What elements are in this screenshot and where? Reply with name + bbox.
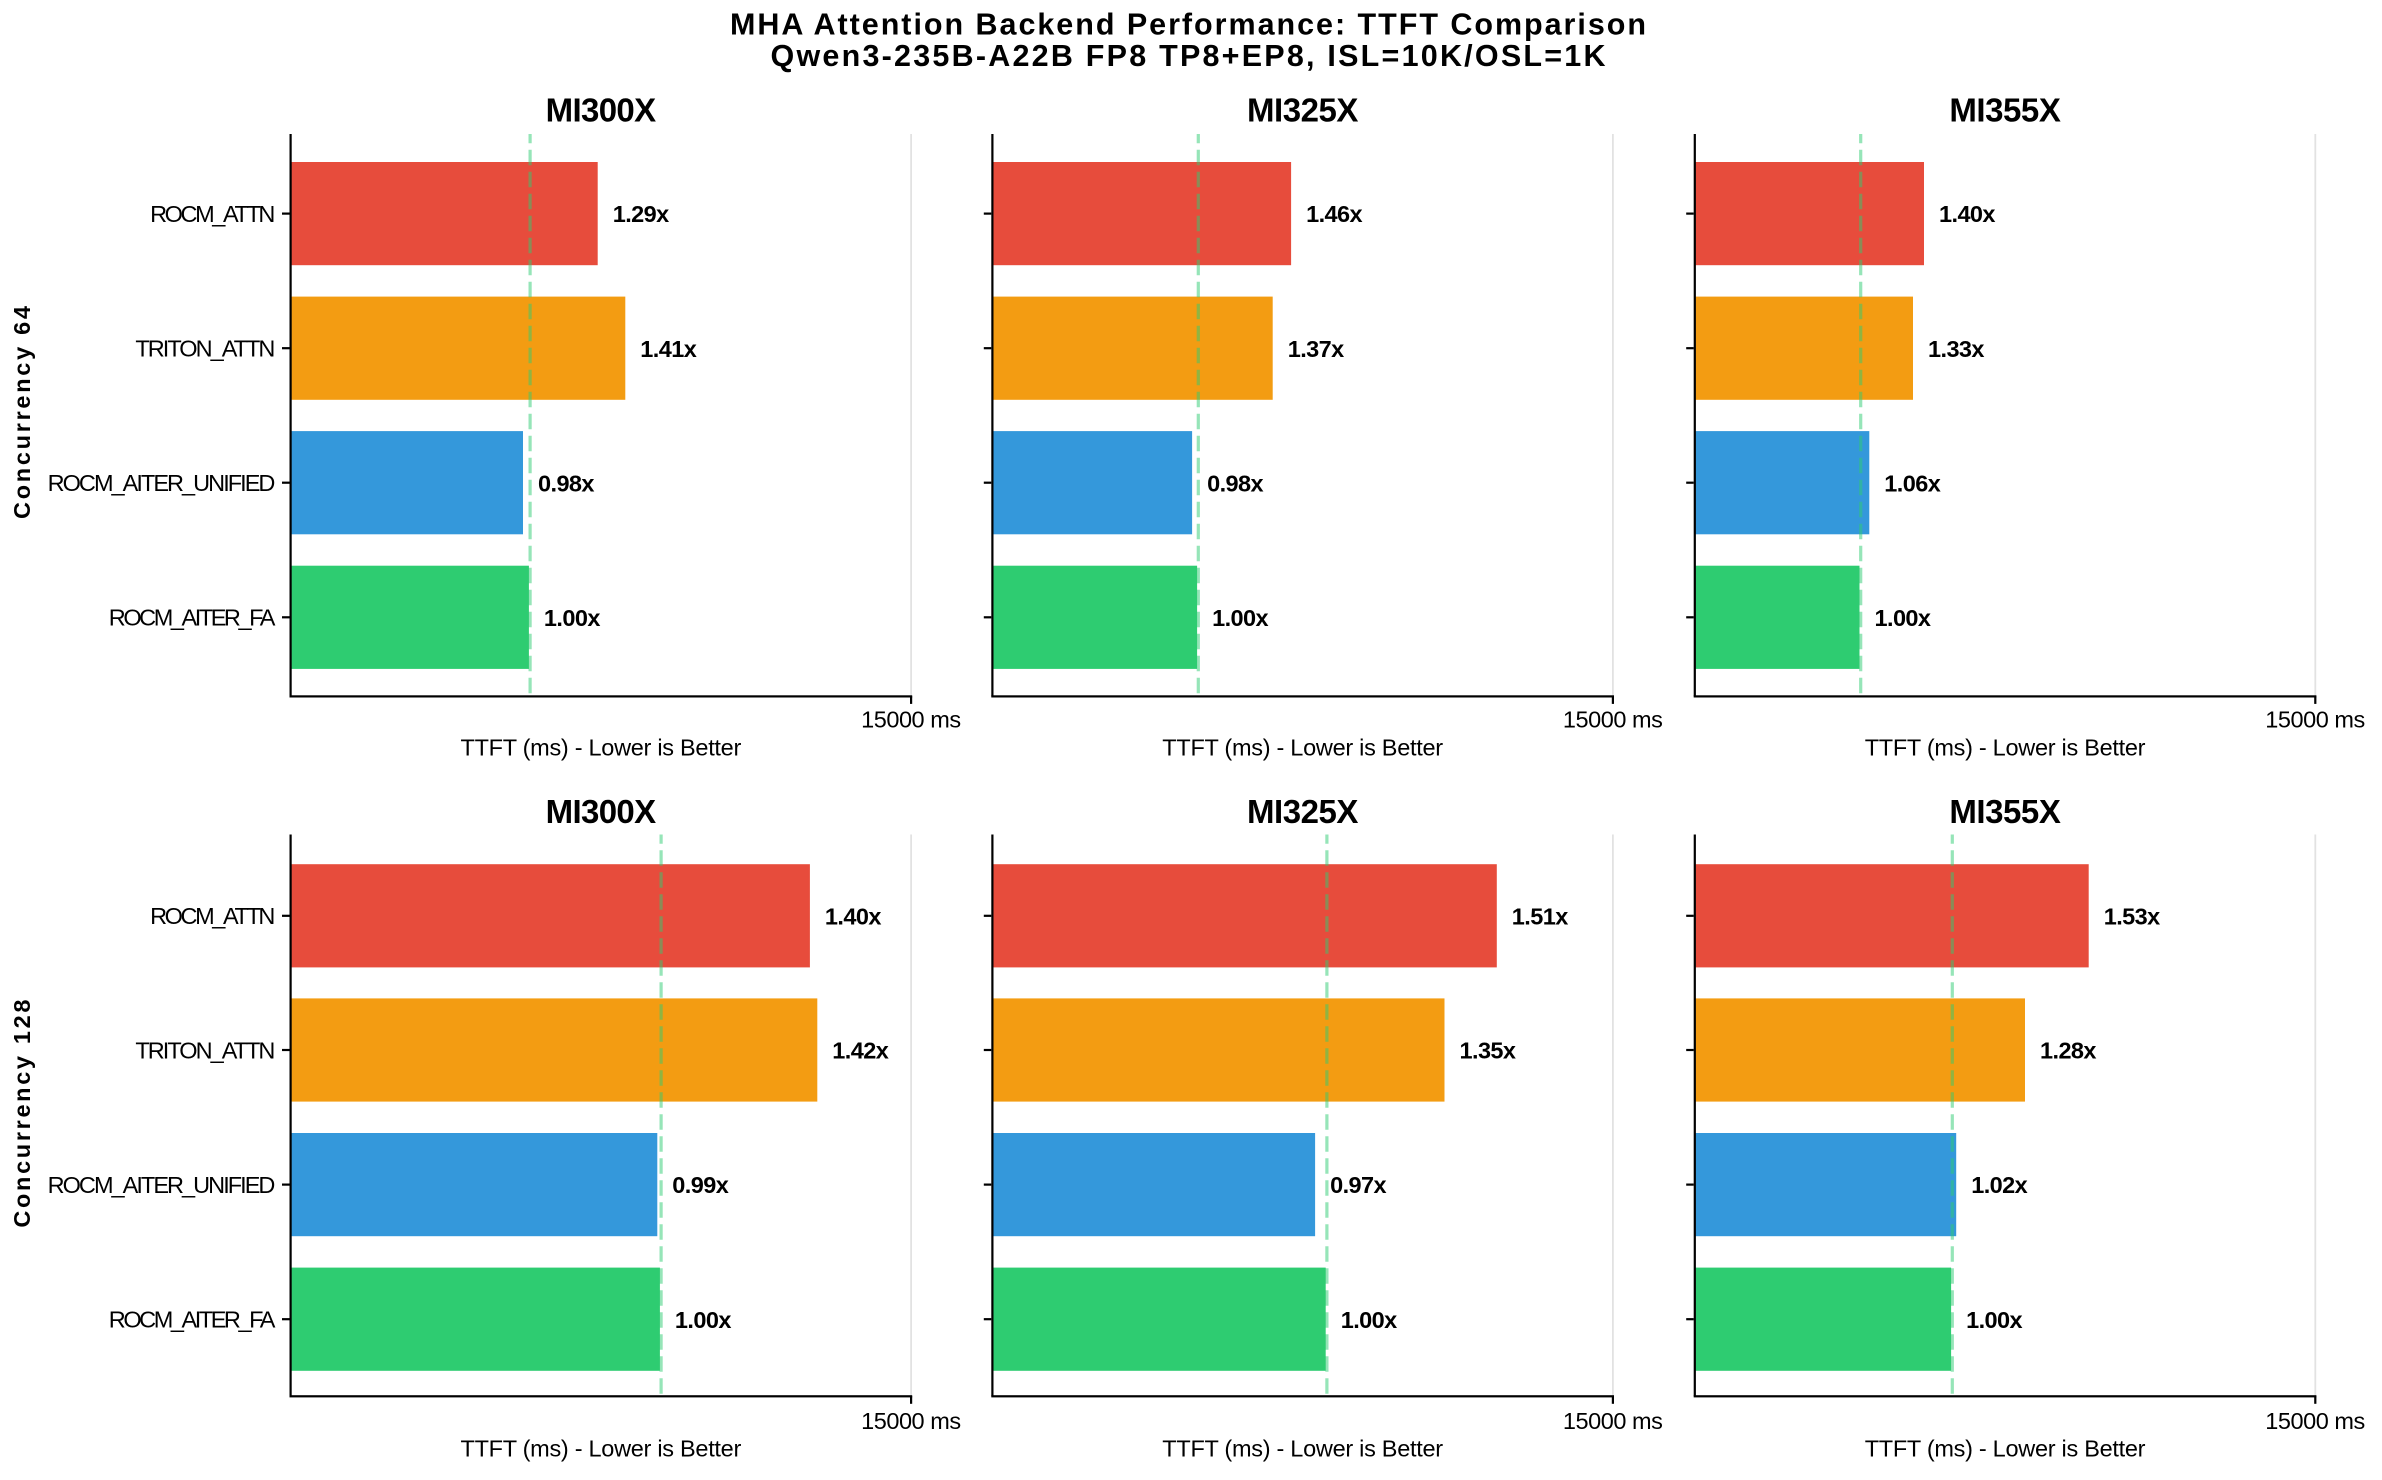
- svg-text:ROCM_ATTN: ROCM_ATTN: [150, 201, 275, 227]
- svg-text:1.37x: 1.37x: [1288, 336, 1345, 362]
- svg-text:1.41x: 1.41x: [640, 336, 697, 362]
- svg-text:TRITON_ATTN: TRITON_ATTN: [135, 1037, 275, 1063]
- svg-text:Qwen3-235B-A22B FP8 TP8+EP8, I: Qwen3-235B-A22B FP8 TP8+EP8, ISL=10K/OSL…: [771, 39, 1606, 73]
- svg-text:MI300X: MI300X: [546, 92, 657, 129]
- svg-text:1.46x: 1.46x: [1306, 201, 1363, 227]
- svg-text:ROCM_ATTN: ROCM_ATTN: [150, 903, 275, 929]
- svg-text:15000 ms: 15000 ms: [1563, 707, 1663, 733]
- svg-text:0.98x: 0.98x: [538, 470, 595, 496]
- svg-text:1.06x: 1.06x: [1884, 470, 1941, 496]
- svg-text:TTFT (ms) - Lower is Better: TTFT (ms) - Lower is Better: [461, 735, 742, 761]
- svg-text:0.97x: 0.97x: [1330, 1172, 1387, 1198]
- svg-text:1.51x: 1.51x: [1512, 903, 1569, 929]
- svg-text:ROCM_AITER_UNIFIED: ROCM_AITER_UNIFIED: [48, 470, 276, 496]
- svg-text:1.00x: 1.00x: [675, 1307, 732, 1333]
- svg-text:Concurrency 128: Concurrency 128: [9, 1000, 35, 1228]
- svg-text:Concurrency 64: Concurrency 64: [9, 306, 35, 519]
- svg-text:TRITON_ATTN: TRITON_ATTN: [135, 336, 275, 362]
- svg-text:0.99x: 0.99x: [672, 1172, 729, 1198]
- svg-text:MI355X: MI355X: [1949, 92, 2061, 129]
- svg-text:1.53x: 1.53x: [2104, 903, 2161, 929]
- svg-text:1.00x: 1.00x: [544, 605, 601, 631]
- svg-text:TTFT (ms) - Lower is Better: TTFT (ms) - Lower is Better: [1162, 735, 1443, 761]
- svg-text:TTFT (ms) - Lower is Better: TTFT (ms) - Lower is Better: [461, 1436, 742, 1462]
- svg-text:MI325X: MI325X: [1247, 793, 1359, 830]
- svg-text:1.02x: 1.02x: [1971, 1172, 2028, 1198]
- svg-text:ROCM_AITER_FA: ROCM_AITER_FA: [109, 1307, 276, 1333]
- svg-text:TTFT (ms) - Lower is Better: TTFT (ms) - Lower is Better: [1865, 1436, 2146, 1462]
- svg-text:TTFT (ms) - Lower is Better: TTFT (ms) - Lower is Better: [1865, 735, 2146, 761]
- svg-text:ROCM_AITER_FA: ROCM_AITER_FA: [109, 605, 276, 631]
- svg-text:1.29x: 1.29x: [613, 201, 670, 227]
- svg-text:MHA Attention Backend Performa: MHA Attention Backend Performance: TTFT …: [730, 7, 1646, 41]
- svg-text:15000 ms: 15000 ms: [2265, 707, 2365, 733]
- svg-text:ROCM_AITER_UNIFIED: ROCM_AITER_UNIFIED: [48, 1172, 276, 1198]
- svg-text:1.33x: 1.33x: [1928, 336, 1985, 362]
- svg-text:1.42x: 1.42x: [832, 1038, 889, 1064]
- svg-text:MI300X: MI300X: [546, 793, 657, 830]
- svg-text:15000 ms: 15000 ms: [1563, 1408, 1663, 1434]
- svg-text:TTFT (ms) - Lower is Better: TTFT (ms) - Lower is Better: [1162, 1436, 1443, 1462]
- svg-text:MI325X: MI325X: [1247, 92, 1359, 129]
- svg-text:1.28x: 1.28x: [2040, 1038, 2097, 1064]
- svg-text:15000 ms: 15000 ms: [861, 707, 961, 733]
- svg-text:MI355X: MI355X: [1949, 793, 2061, 830]
- svg-text:1.35x: 1.35x: [1460, 1038, 1517, 1064]
- svg-text:1.00x: 1.00x: [1875, 605, 1932, 631]
- svg-text:0.98x: 0.98x: [1207, 470, 1264, 496]
- svg-text:1.00x: 1.00x: [1341, 1307, 1398, 1333]
- svg-text:1.00x: 1.00x: [1212, 605, 1269, 631]
- svg-text:1.40x: 1.40x: [1939, 201, 1996, 227]
- svg-text:1.00x: 1.00x: [1966, 1307, 2023, 1333]
- svg-text:1.40x: 1.40x: [825, 903, 882, 929]
- svg-text:15000 ms: 15000 ms: [861, 1408, 961, 1434]
- svg-text:15000 ms: 15000 ms: [2265, 1408, 2365, 1434]
